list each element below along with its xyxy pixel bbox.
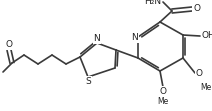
- Text: Me: Me: [200, 83, 211, 92]
- Text: O: O: [193, 5, 200, 14]
- Text: O: O: [159, 87, 166, 96]
- Text: Me: Me: [157, 97, 169, 106]
- Text: N: N: [131, 33, 138, 42]
- Text: N: N: [94, 34, 100, 43]
- Text: O: O: [6, 40, 13, 49]
- Text: S: S: [85, 77, 91, 86]
- Text: O: O: [196, 68, 203, 77]
- Text: H₂N: H₂N: [144, 0, 161, 7]
- Text: OH: OH: [202, 32, 212, 41]
